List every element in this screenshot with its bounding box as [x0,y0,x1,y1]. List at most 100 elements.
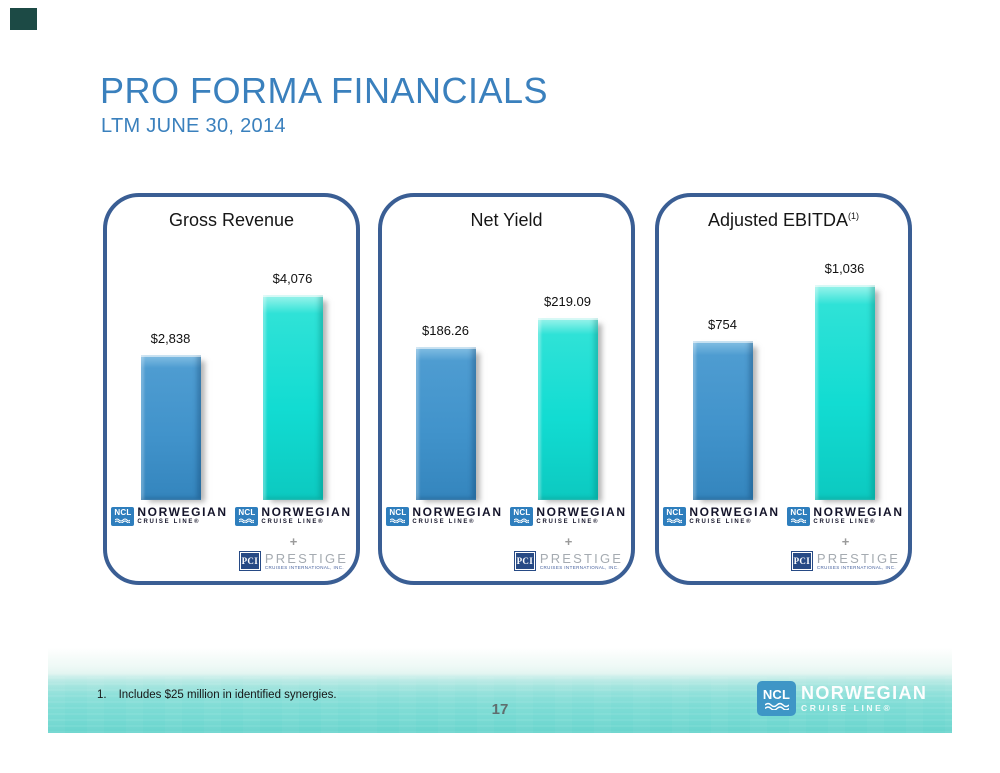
bar-ncl-standalone [415,347,476,500]
panel-title: Gross Revenue [107,210,356,231]
ncl-badge-icon: NCL [510,506,534,526]
ncl-wordmark: NORWEGIAN CRUISE LINE® [813,506,903,526]
ncl-wordmark: NORWEGIAN CRUISE LINE® [536,506,626,526]
footer-ncl-logo: NCL NORWEGIAN CRUISE LINE® [757,681,927,716]
wave-icon [514,518,530,523]
logo-group-combined: NCL NORWEGIAN CRUISE LINE® + PCI PRESTIGE… [787,506,905,571]
footnote: 1. Includes $25 million in identified sy… [97,689,337,701]
ncl-abbr: NCL [762,686,791,702]
bar-column-combined: $4,076 [262,271,323,500]
pci-abbr: PCI [516,556,534,566]
bar-column-ncl: $2,838 [140,331,201,500]
logo-group-combined: NCL NORWEGIAN CRUISE LINE® + PCI PRESTIGE… [510,506,628,571]
ncl-abbr: NCL [790,508,808,517]
category-logos: NCL NORWEGIAN CRUISE LINE® NCL NORWEGIAN C… [659,506,908,571]
ncl-wordmark: NORWEGIAN CRUISE LINE® [261,506,351,526]
ncl-logo: NCL NORWEGIAN CRUISE LINE® [787,506,903,526]
bar-value-label: $4,076 [272,271,313,286]
ncl-wordmark: NORWEGIAN CRUISE LINE® [801,683,928,714]
ncl-sub: CRUISE LINE® [801,703,893,713]
ocean-footer: 1. Includes $25 million in identified sy… [48,648,952,733]
prestige-name: PRESTIGE [816,550,901,566]
ncl-sub: CRUISE LINE® [689,519,753,525]
ncl-logo: NCL NORWEGIAN CRUISE LINE® [663,506,779,526]
bar-ncl-plus-prestige [262,295,323,500]
ncl-sub: CRUISE LINE® [137,519,201,525]
bar-chart: $754 $1,036 [659,197,908,500]
ncl-wordmark: NORWEGIAN CRUISE LINE® [412,506,502,526]
ncl-name: NORWEGIAN [137,505,228,519]
plus-icon: + [564,534,573,549]
ncl-sub: CRUISE LINE® [412,519,476,525]
plus-icon: + [841,534,850,549]
bar-value-label: $754 [708,317,737,332]
ncl-badge-icon: NCL [111,506,135,526]
pci-abbr: PCI [241,556,259,566]
panel-title-text: Gross Revenue [168,210,295,230]
logo-group-ncl: NCL NORWEGIAN CRUISE LINE® [111,506,229,571]
wave-icon [390,518,406,523]
wave-icon [239,518,255,523]
panel-title: Adjusted EBITDA(1) [659,210,908,231]
bar-column-ncl: $186.26 [415,323,476,500]
category-logos: NCL NORWEGIAN CRUISE LINE® NCL NORWEGIAN C… [382,506,631,571]
ncl-name: NORWEGIAN [412,505,503,519]
panel-title: Net Yield [382,210,631,231]
pci-abbr: PCI [793,556,811,566]
logo-group-ncl: NCL NORWEGIAN CRUISE LINE® [663,506,781,571]
bar-column-ncl: $754 [692,317,753,500]
ncl-sub: CRUISE LINE® [813,519,877,525]
footnote-marker: (1) [848,211,860,221]
prestige-wordmark: PRESTIGE CRUISES INTERNATIONAL, INC. [540,552,623,571]
bar-ncl-plus-prestige [814,285,875,500]
ncl-logo: NCL NORWEGIAN CRUISE LINE® [111,506,227,526]
wave-icon [791,518,807,523]
bar-value-label: $2,838 [150,331,191,346]
bar-value-label: $186.26 [422,323,469,338]
ncl-name: NORWEGIAN [261,505,352,519]
ncl-sub: CRUISE LINE® [261,519,325,525]
slide-title: PRO FORMA FINANCIALS [100,70,549,111]
bar-value-label: $219.09 [544,294,591,309]
panel-adjusted-ebitda: Adjusted EBITDA(1) $754 $1,036 NCL NORWE… [655,193,912,585]
plus-icon: + [289,534,298,549]
page-number: 17 [491,701,509,718]
wave-icon [764,702,789,710]
ncl-abbr: NCL [114,508,132,517]
pci-badge-icon: PCI [513,551,536,571]
panel-gross-revenue: Gross Revenue $2,838 $4,076 NCL NORWEGIA… [103,193,360,585]
ncl-name: NORWEGIAN [801,683,928,703]
bar-chart: $186.26 $219.09 [382,197,631,500]
panel-net-yield: Net Yield $186.26 $219.09 NCL NORWEGIAN C… [378,193,635,585]
prestige-name: PRESTIGE [539,550,624,566]
prestige-sub: CRUISES INTERNATIONAL, INC. [539,564,620,570]
prestige-wordmark: PRESTIGE CRUISES INTERNATIONAL, INC. [817,552,900,571]
ncl-name: NORWEGIAN [689,505,780,519]
ncl-name: NORWEGIAN [536,505,627,519]
prestige-logo: PCI PRESTIGE CRUISES INTERNATIONAL, INC. [790,551,900,571]
prestige-wordmark: PRESTIGE CRUISES INTERNATIONAL, INC. [265,552,348,571]
bar-ncl-plus-prestige [537,318,598,500]
ncl-logo: NCL NORWEGIAN CRUISE LINE® [235,506,351,526]
ncl-badge-icon: NCL [663,506,687,526]
ncl-abbr: NCL [666,508,684,517]
ncl-badge-icon: NCL [757,681,796,716]
ncl-abbr: NCL [513,508,531,517]
bar-chart: $2,838 $4,076 [107,197,356,500]
prestige-logo: PCI PRESTIGE CRUISES INTERNATIONAL, INC. [238,551,348,571]
ncl-wordmark: NORWEGIAN CRUISE LINE® [137,506,227,526]
water-texture [48,676,952,733]
prestige-sub: CRUISES INTERNATIONAL, INC. [816,564,897,570]
wave-icon [115,518,131,523]
page-corner-mark [10,8,37,30]
bar-value-label: $1,036 [824,261,865,276]
logo-group-combined: NCL NORWEGIAN CRUISE LINE® + PCI PRESTIGE… [235,506,353,571]
bar-column-combined: $219.09 [537,294,598,500]
ncl-abbr: NCL [238,508,256,517]
slide-subtitle: LTM JUNE 30, 2014 [101,115,286,137]
ncl-wordmark: NORWEGIAN CRUISE LINE® [689,506,779,526]
logo-group-ncl: NCL NORWEGIAN CRUISE LINE® [386,506,504,571]
ncl-logo: NCL NORWEGIAN CRUISE LINE® [510,506,626,526]
pci-badge-icon: PCI [238,551,261,571]
